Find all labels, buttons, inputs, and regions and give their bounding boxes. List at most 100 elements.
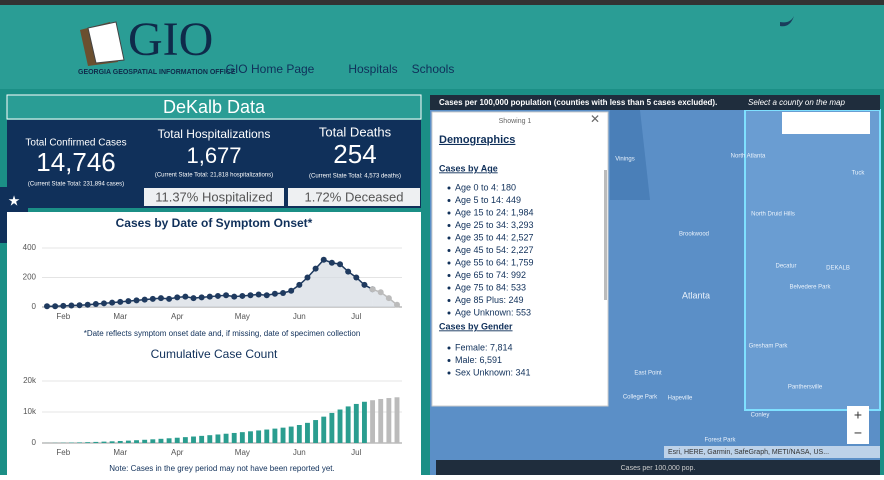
place-label: Forest Park [704,438,736,444]
stat-value: 1,677 [186,143,241,168]
place-label: DEKALB [826,266,850,272]
top-strip [0,0,884,5]
popup-close[interactable]: ✕ [590,112,600,126]
bar [346,406,351,443]
place-label: Gresham Park [749,344,789,350]
place-label: Conley [751,413,770,419]
data-point [182,294,188,300]
rate: 1.72% Deceased [304,189,403,204]
popup-item: Age 55 to 64: 1,759 [455,257,534,267]
bullet [448,347,451,350]
popup-item: Female: 7,814 [455,342,513,352]
data-point [386,295,392,301]
bullet [448,199,451,202]
bar [102,442,107,443]
data-point [247,292,253,298]
map-title: Cases per 100,000 population (counties w… [439,98,717,107]
y-tick-label: 20k [23,376,37,385]
bullet [448,249,451,252]
bar [215,434,220,443]
rate: 11.37% Hospitalized [155,189,273,204]
stat-note: (Current State Total: 231,894 cases) [28,182,124,188]
data-point [101,300,107,306]
stat-note: (Current State Total: 4,573 deaths) [309,174,401,180]
zoom-in[interactable]: + [854,407,862,423]
y-tick-label: 10k [23,407,37,416]
data-point [68,303,74,309]
data-point [158,295,164,301]
map-hint: Select a county on the map [748,98,846,107]
bar [134,440,139,443]
bullet [448,312,451,315]
data-point [150,296,156,302]
data-point [191,295,197,301]
bar [338,410,343,443]
bar [248,431,253,443]
favorite-icon[interactable]: ★ [8,193,21,209]
place-label: North Druid Hills [751,212,795,218]
bar [297,425,302,443]
bullet [448,212,451,215]
bar [289,427,294,443]
place-label: Belvedere Park [789,285,831,291]
data-point [125,298,131,304]
nav-link[interactable]: Hospitals [348,62,397,76]
data-point [44,303,50,309]
data-point [77,302,83,308]
bar [378,399,383,443]
popup-item: Age 35 to 44: 2,527 [455,232,534,242]
bar [370,400,375,443]
place-label: Panthersville [788,385,823,391]
place-label: Atlanta [682,290,710,300]
place-label: Hapeville [668,396,693,402]
map-toolbar[interactable] [782,112,870,134]
popup-item: Male: 6,591 [455,355,502,365]
bullet [448,187,451,190]
data-point [296,282,302,288]
place-label: East Point [634,371,662,377]
bar [264,430,269,443]
popup-item: Age 75 to 84: 533 [455,282,526,292]
popup-item: Age 25 to 34: 3,293 [455,220,534,230]
popup-heading: Cases by Age [439,163,498,173]
place-label: North Atlanta [731,154,766,160]
popup-title: Demographics [439,134,515,146]
bullet [448,262,451,265]
logo: GIO [128,13,213,66]
data-point [394,302,400,308]
data-point [313,266,319,272]
x-tick-label: Mar [113,312,127,321]
data-point [361,282,367,288]
data-point [215,293,221,299]
bar [272,429,277,443]
data-point [345,269,351,275]
place-label: Tuck [852,171,866,177]
chart-footnote: *Date reflects symptom onset date and, i… [84,329,361,338]
data-point [256,291,262,297]
bullet [448,287,451,290]
stat-label: Total Hospitalizations [158,127,271,141]
place-label: Decatur [775,264,796,270]
zoom-out[interactable]: − [854,425,862,441]
data-point [370,286,376,292]
y-tick-label: 0 [32,302,37,311]
data-point [329,260,335,266]
data-point [264,292,270,298]
nav-link[interactable]: Schools [412,62,455,76]
bar [175,438,180,443]
data-point [166,296,172,302]
stat-label: Total Deaths [319,124,392,139]
x-tick-label: Jul [351,312,361,321]
data-point [223,292,229,298]
data-point [280,290,286,296]
bar [207,435,212,443]
data-point [288,288,294,294]
bullet [448,372,451,375]
chart-title: Cases by Date of Symptom Onset* [116,216,313,230]
data-point [85,302,91,308]
data-point [272,291,278,297]
nav-link[interactable]: GIO Home Page [226,62,315,76]
data-point [207,294,213,300]
